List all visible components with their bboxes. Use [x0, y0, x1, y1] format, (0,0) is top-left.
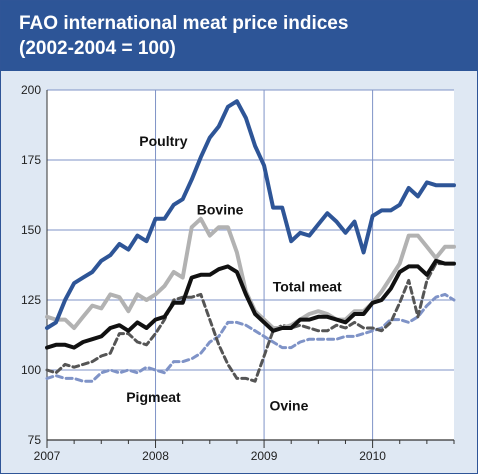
- series-line-poultry: [45, 99, 456, 330]
- series-line-ovine: [45, 262, 456, 383]
- series-label-bovine: Bovine: [197, 202, 244, 218]
- series-label-total-meat: Total meat: [273, 279, 342, 295]
- x-tick-label: 2009: [251, 449, 278, 463]
- x-tick-label: 2008: [142, 449, 169, 463]
- y-tick-label: 150: [21, 223, 41, 237]
- series-line-total-meat: [45, 258, 456, 350]
- chart-subtitle: (2002-2004 = 100): [19, 38, 176, 59]
- chart-header: FAO international meat price indices (20…: [1, 1, 477, 71]
- y-tick-label: 75: [28, 433, 42, 447]
- y-tick-label: 125: [21, 293, 41, 307]
- x-tick-label: 2007: [34, 449, 61, 463]
- y-tick-label: 200: [21, 83, 41, 97]
- chart-title: FAO international meat price indices: [19, 13, 349, 34]
- x-tick-label: 2010: [359, 449, 386, 463]
- series-label-poultry: Poultry: [139, 133, 187, 149]
- y-tick-label: 100: [21, 363, 41, 377]
- series-label-ovine: Ovine: [269, 398, 308, 414]
- series-label-pigmeat: Pigmeat: [126, 389, 181, 405]
- plot-area: [47, 90, 454, 440]
- series-line-pigmeat: [45, 292, 456, 383]
- y-tick-label: 175: [21, 153, 41, 167]
